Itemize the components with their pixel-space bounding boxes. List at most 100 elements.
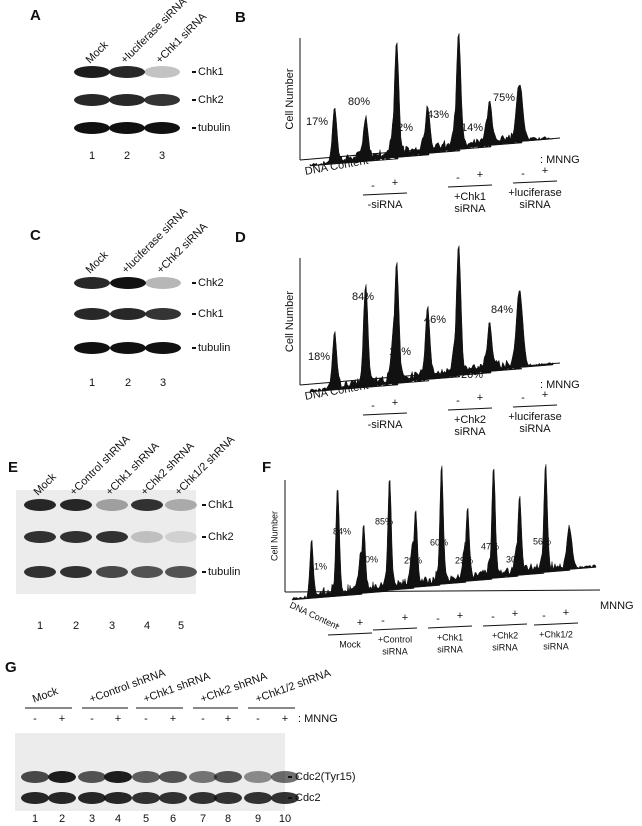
- band: [189, 792, 217, 804]
- lane-number: 1: [32, 813, 38, 825]
- histogram: [371, 42, 461, 159]
- band-label: tubulin: [198, 122, 230, 134]
- band: [96, 531, 128, 543]
- sign: -: [456, 395, 460, 407]
- band: [74, 94, 110, 106]
- band: [144, 66, 180, 78]
- lane-number: 2: [125, 377, 131, 389]
- percentage: 84%: [491, 304, 513, 316]
- band: [145, 308, 181, 320]
- band: [144, 122, 180, 134]
- group-label: Mock: [339, 639, 361, 649]
- group-underline: [447, 407, 493, 411]
- y-axis-label: Cell Number: [269, 511, 279, 561]
- sign: -: [90, 713, 94, 725]
- sign: -: [456, 172, 460, 184]
- band-label: tubulin: [198, 342, 230, 354]
- histogram: [309, 331, 399, 393]
- sign: -: [201, 713, 205, 725]
- band: [96, 566, 128, 578]
- band: [244, 771, 272, 783]
- sign: +: [225, 713, 231, 725]
- histogram: [421, 465, 493, 586]
- group-label: siRNA: [492, 642, 518, 652]
- band: [21, 792, 49, 804]
- band: [131, 499, 163, 511]
- group-label: +Control: [378, 634, 412, 644]
- band: [24, 531, 56, 543]
- band-label: Chk2: [198, 94, 224, 106]
- y-axis-label: Cell Number: [284, 68, 296, 129]
- group-label: siRNA: [454, 203, 486, 215]
- lane-header: Mock: [84, 249, 111, 276]
- group-underline: [512, 404, 558, 408]
- lane-number: 8: [225, 813, 231, 825]
- band: [74, 277, 110, 289]
- percentage: 75%: [493, 92, 515, 104]
- sign: +: [357, 617, 363, 629]
- treatment-label: : MNNG: [540, 154, 580, 166]
- percentage: 12%: [391, 122, 413, 134]
- percentage: 30%: [506, 554, 524, 564]
- sign: +: [477, 392, 483, 404]
- sign: -: [491, 611, 495, 623]
- percentage: 56%: [533, 536, 551, 546]
- band: [78, 792, 106, 804]
- histogram: [343, 524, 415, 595]
- group-label: +Chk2: [454, 414, 486, 426]
- lane-number: 5: [178, 620, 184, 632]
- lane-header: +luciferase siRNA: [120, 205, 191, 276]
- group-underline: [327, 632, 373, 636]
- band: [74, 66, 110, 78]
- group-underline: [447, 184, 493, 188]
- lane-header: +Chk1/2 shRNA: [173, 433, 238, 498]
- band: [104, 792, 132, 804]
- band: [165, 531, 197, 543]
- group-underline: [362, 412, 408, 416]
- sign: -: [33, 713, 37, 725]
- lane-number: 2: [73, 620, 79, 632]
- sign: +: [512, 608, 518, 620]
- group-underline: [372, 627, 418, 631]
- band: [109, 66, 145, 78]
- percentage: 29%: [404, 555, 422, 565]
- lane-number: 9: [255, 813, 261, 825]
- treatment-label: : MNNG: [298, 713, 338, 725]
- group-label: siRNA: [437, 644, 463, 654]
- group-header: Mock: [31, 685, 60, 705]
- band: [214, 792, 242, 804]
- percentage: 85%: [375, 516, 393, 526]
- sign: +: [542, 165, 548, 177]
- band: [131, 531, 163, 543]
- lane-number: 1: [89, 150, 95, 162]
- band: [132, 792, 160, 804]
- histogram: [371, 262, 461, 385]
- band: [24, 566, 56, 578]
- percentage: 14%: [389, 346, 411, 358]
- band: [159, 771, 187, 783]
- histogram: [317, 489, 389, 598]
- band: [60, 499, 92, 511]
- band: [109, 122, 145, 134]
- band: [96, 499, 128, 511]
- sign: +: [402, 612, 408, 624]
- percentage: 43%: [427, 109, 449, 121]
- sign: -: [521, 168, 525, 180]
- sign: +: [542, 389, 548, 401]
- band: [104, 771, 132, 783]
- band: [74, 122, 110, 134]
- group-label: +Chk1: [454, 191, 486, 203]
- sign: -: [542, 610, 546, 622]
- lane-number: 4: [115, 813, 121, 825]
- lane-number: 1: [37, 620, 43, 632]
- band: [60, 531, 92, 543]
- band: [271, 792, 299, 804]
- sign: -: [371, 400, 375, 412]
- sign: -: [144, 713, 148, 725]
- sign: +: [477, 169, 483, 181]
- panel-label: C: [30, 227, 41, 244]
- histogram: [309, 107, 399, 167]
- group-label: siRNA: [454, 426, 486, 438]
- band: [110, 277, 146, 289]
- band: [60, 566, 92, 578]
